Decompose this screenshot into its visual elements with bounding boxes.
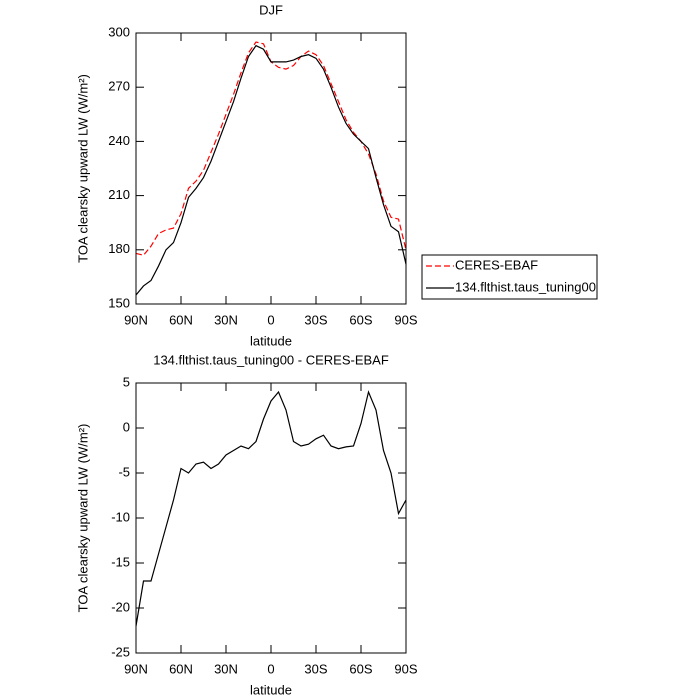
y-tick-label: 150: [108, 295, 130, 310]
chart-title: DJF: [259, 2, 283, 17]
chart-title: 134.flthist.taus_tuning00 - CERES-EBAF: [153, 352, 389, 367]
legend-label: CERES-EBAF: [455, 257, 538, 272]
plot-frame: [135, 32, 407, 305]
x-tick-label: 30N: [214, 661, 238, 676]
x-axis-label: latitude: [250, 333, 292, 348]
x-tick-label: 30S: [304, 661, 327, 676]
y-tick-label: 300: [108, 24, 130, 39]
x-tick-label: 60N: [169, 661, 193, 676]
y-tick-label: -15: [111, 554, 130, 569]
data-line: [135, 44, 407, 296]
x-axis-label: latitude: [250, 682, 292, 697]
x-tick-label: 30N: [214, 312, 238, 327]
x-tick-label: 0: [267, 312, 274, 327]
x-tick-label: 90N: [124, 661, 148, 676]
y-tick-label: -25: [111, 644, 130, 659]
legend-label: 134.flthist.taus_tuning00: [455, 279, 596, 294]
x-tick-label: 90S: [394, 661, 417, 676]
y-tick-label: -10: [111, 509, 130, 524]
x-tick-label: 60S: [349, 661, 372, 676]
y-tick-label: 5: [123, 374, 130, 389]
x-tick-label: 60S: [349, 312, 372, 327]
legend-box: [421, 254, 598, 300]
x-tick-label: 30S: [304, 312, 327, 327]
y-tick-label: 270: [108, 79, 130, 94]
plot-frame: [135, 382, 407, 654]
legend: CERES-EBAF 134.flthist.taus_tuning00: [421, 254, 598, 300]
y-tick-label: 180: [108, 241, 130, 256]
y-tick-label: 210: [108, 187, 130, 202]
y-axis-label: TOA clearsky upward LW (W/m²): [75, 74, 90, 263]
x-tick-label: 90N: [124, 312, 148, 327]
data-line: [135, 41, 407, 256]
y-tick-label: -20: [111, 599, 130, 614]
y-tick-label: -5: [118, 464, 130, 479]
x-tick-label: 90S: [394, 312, 417, 327]
y-tick-label: 240: [108, 133, 130, 148]
y-tick-label: 0: [123, 419, 130, 434]
x-tick-label: 60N: [169, 312, 193, 327]
data-line: [135, 390, 407, 627]
y-axis-label: TOA clearsky upward LW (W/m²): [75, 424, 90, 613]
x-tick-label: 0: [267, 661, 274, 676]
